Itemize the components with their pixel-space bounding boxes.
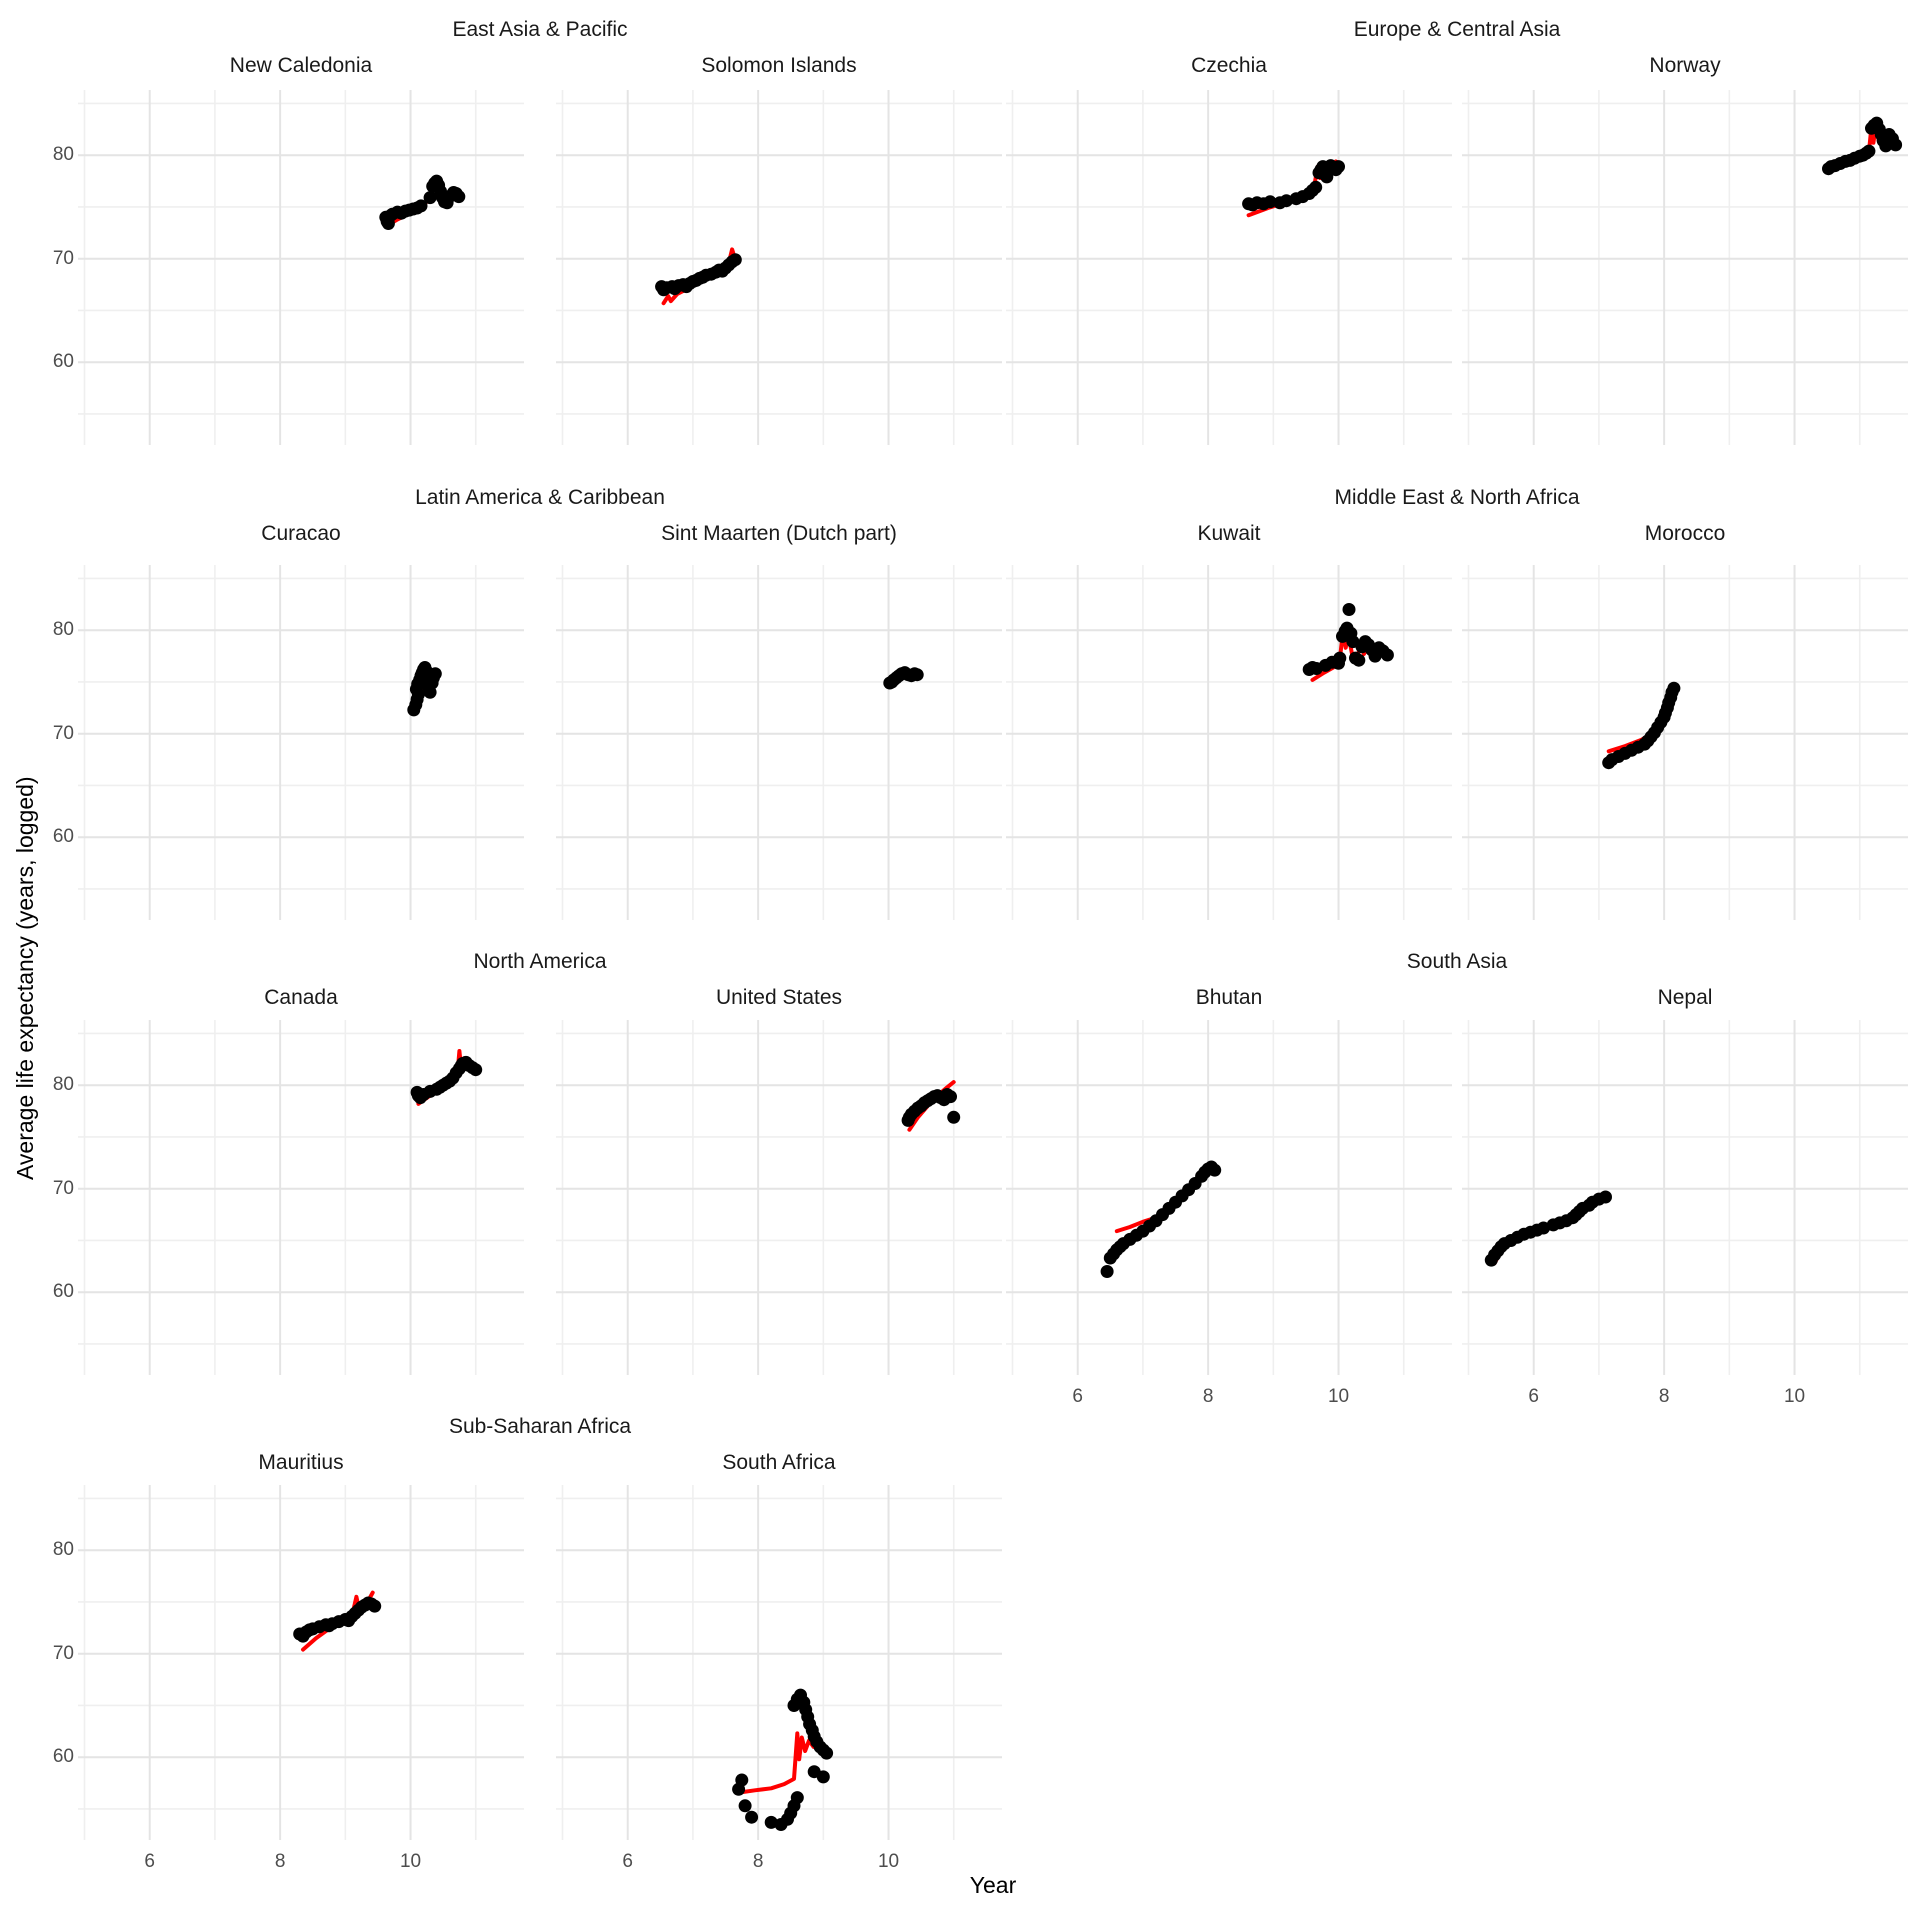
y-tick-label: 70 xyxy=(52,1177,74,1199)
facet-panel-new-caledonia xyxy=(78,90,524,445)
y-tick-label: 80 xyxy=(52,1539,74,1561)
panel-title-kuwait: Kuwait xyxy=(1197,522,1261,545)
data-point xyxy=(1380,648,1394,662)
panel-title-norway: Norway xyxy=(1649,54,1721,77)
data-point xyxy=(947,1110,961,1124)
x-tick-label: 8 xyxy=(274,1851,286,1872)
facet-panel-kuwait xyxy=(1006,565,1452,920)
data-point xyxy=(428,667,442,681)
x-tick-label: 6 xyxy=(144,1851,155,1872)
data-point xyxy=(1263,195,1277,209)
data-point xyxy=(1862,144,1876,158)
x-tick-label: 10 xyxy=(1783,1386,1806,1407)
panel-title-mauritius: Mauritius xyxy=(258,1451,344,1474)
facet-panel-canada xyxy=(78,1020,524,1375)
data-point xyxy=(1667,681,1681,695)
facet-panel-nepal xyxy=(1462,1020,1908,1375)
region-title-sub-saharan-africa: Sub-Saharan Africa xyxy=(448,1415,632,1438)
data-point xyxy=(452,190,466,204)
x-tick-label: 10 xyxy=(399,1851,422,1872)
data-point xyxy=(368,1599,382,1613)
facet-panel-curacao xyxy=(78,565,524,920)
data-point xyxy=(820,1746,834,1760)
data-point xyxy=(738,1799,752,1813)
region-title-latin-america-caribbean: Latin America & Caribbean xyxy=(415,486,665,509)
y-tick-label: 60 xyxy=(52,1746,74,1768)
data-point xyxy=(1100,1265,1114,1278)
data-point xyxy=(1599,1190,1612,1204)
panel-title-canada: Canada xyxy=(264,986,338,1009)
facet-panel-bhutan xyxy=(1006,1020,1452,1375)
facet-panel-united-states xyxy=(556,1020,1002,1375)
panel-title-solomon-islands: Solomon Islands xyxy=(701,54,857,77)
data-point xyxy=(764,1815,778,1829)
data-point xyxy=(1332,160,1345,174)
data-point xyxy=(414,199,428,213)
facet-panel-czechia xyxy=(1006,90,1452,445)
facet-panel-sint-maarten-dutch-part xyxy=(556,565,1002,920)
panel-title-sint-maarten-dutch-part: Sint Maarten (Dutch part) xyxy=(661,522,897,545)
data-point xyxy=(728,253,742,267)
panel-title-czechia: Czechia xyxy=(1191,54,1267,77)
facet-panel-south-africa xyxy=(556,1485,1002,1840)
data-point xyxy=(735,1773,749,1787)
x-tick-label: 8 xyxy=(752,1851,764,1872)
y-tick-label: 80 xyxy=(52,619,74,641)
panel-title-new-caledonia: New Caledonia xyxy=(229,54,373,77)
panel-title-united-states: United States xyxy=(715,986,843,1009)
region-title-middle-east-north-africa: Middle East & North Africa xyxy=(1334,486,1580,509)
region-title-north-america: North America xyxy=(473,950,607,973)
data-point xyxy=(790,1791,804,1805)
data-point xyxy=(1889,138,1903,152)
x-tick-label: 6 xyxy=(1072,1386,1083,1407)
facet-panel-mauritius xyxy=(78,1485,524,1840)
data-point xyxy=(423,191,437,205)
y-tick-label: 70 xyxy=(52,722,74,744)
data-point xyxy=(1342,603,1356,616)
data-point xyxy=(1309,180,1323,194)
panel-title-morocco: Morocco xyxy=(1644,522,1726,545)
panel-title-bhutan: Bhutan xyxy=(1195,986,1263,1009)
y-tick-label: 80 xyxy=(52,1074,74,1096)
panel-title-south-africa: South Africa xyxy=(722,1451,836,1474)
panel-title-curacao: Curacao xyxy=(261,522,341,545)
y-tick-label: 60 xyxy=(52,1281,74,1303)
x-tick-label: 6 xyxy=(622,1851,633,1872)
y-tick-label: 70 xyxy=(52,247,74,269)
data-point xyxy=(469,1063,483,1077)
facet-panel-solomon-islands xyxy=(556,90,1002,445)
data-point xyxy=(1537,1221,1550,1235)
data-point xyxy=(944,1090,957,1104)
data-point xyxy=(816,1770,830,1784)
region-title-south-asia: South Asia xyxy=(1406,950,1508,973)
x-tick-label: 8 xyxy=(1202,1386,1214,1407)
facet-panel-morocco xyxy=(1462,565,1908,920)
data-point xyxy=(745,1810,759,1824)
y-tick-label: 70 xyxy=(52,1642,74,1664)
data-point xyxy=(1279,194,1293,208)
y-tick-label: 60 xyxy=(52,351,74,373)
x-tick-label: 10 xyxy=(877,1851,900,1872)
panel-title-nepal: Nepal xyxy=(1657,986,1713,1009)
data-point xyxy=(1208,1163,1222,1177)
x-tick-label: 8 xyxy=(1658,1386,1670,1407)
data-point xyxy=(1352,653,1366,667)
region-title-europe-central-asia: Europe & Central Asia xyxy=(1353,18,1561,41)
y-tick-label: 60 xyxy=(52,826,74,848)
data-point xyxy=(1333,651,1347,665)
facet-panel-norway xyxy=(1462,90,1908,445)
data-point xyxy=(910,668,924,682)
y-tick-label: 80 xyxy=(52,144,74,166)
x-tick-label: 10 xyxy=(1327,1386,1350,1407)
x-axis-title: Year xyxy=(969,1872,1017,1898)
region-title-east-asia-pacific: East Asia & Pacific xyxy=(452,18,628,41)
x-tick-label: 6 xyxy=(1528,1386,1539,1407)
